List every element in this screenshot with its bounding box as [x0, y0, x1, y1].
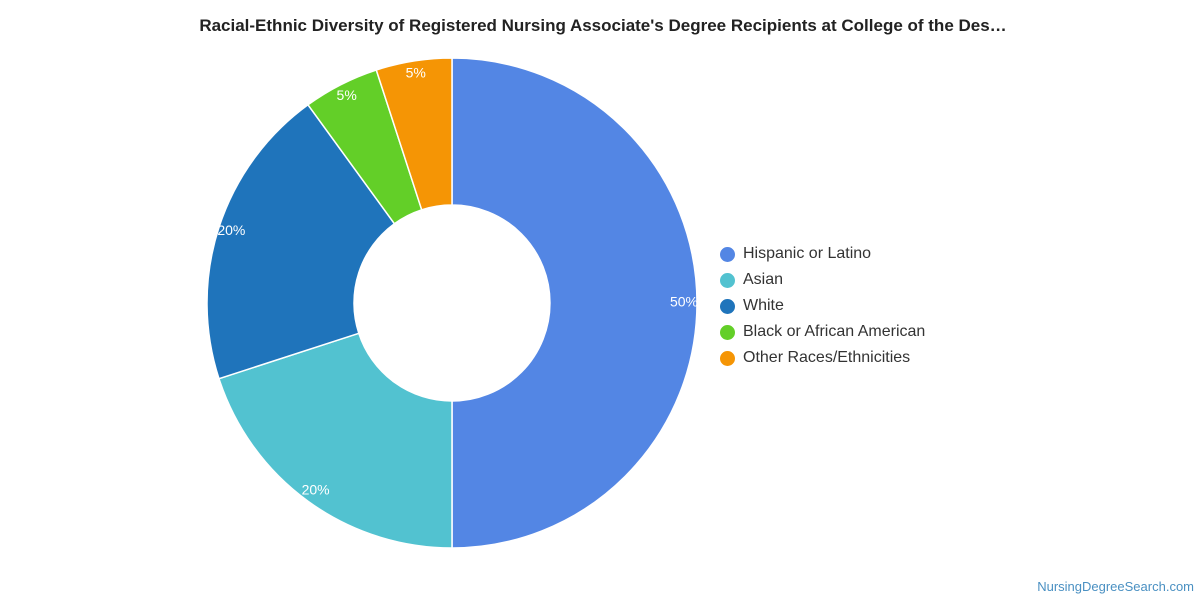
legend-label: Hispanic or Latino — [743, 245, 872, 262]
legend-item-asian[interactable]: Asian — [720, 267, 925, 293]
legend-item-white[interactable]: White — [720, 293, 925, 319]
legend-item-other-races-ethnicities[interactable]: Other Races/Ethnicities — [720, 345, 925, 371]
slice-other-races-ethnicities[interactable] — [375, 57, 453, 211]
legend-swatch-icon — [720, 350, 735, 366]
legend-label: Other Races/Ethnicities — [743, 349, 911, 366]
slice-label-asian: 20% — [302, 481, 330, 497]
watermark-link[interactable]: NursingDegreeSearch.com — [1037, 579, 1194, 594]
legend-label: Black or African American — [743, 323, 926, 340]
chart-title: Racial-Ethnic Diversity of Registered Nu… — [199, 16, 1007, 35]
slice-label-black-or-african-american: 5% — [337, 87, 357, 103]
slice-label-white: 20% — [217, 222, 245, 238]
legend-item-black-or-african-american[interactable]: Black or African American — [720, 319, 925, 345]
legend-swatch-icon — [720, 324, 735, 340]
slice-hispanic-or-latino[interactable] — [451, 57, 698, 549]
legend-label: White — [743, 297, 784, 314]
slice-asian[interactable] — [218, 332, 453, 549]
legend-swatch-icon — [720, 272, 735, 288]
legend: Hispanic or Latino Asian White Black or … — [720, 241, 925, 371]
slice-white[interactable] — [206, 103, 396, 380]
legend-swatch-icon — [720, 298, 735, 314]
slice-label-other-races-ethnicities: 5% — [406, 65, 426, 81]
legend-item-hispanic-or-latino[interactable]: Hispanic or Latino — [720, 241, 925, 267]
slice-label-hispanic-or-latino: 50% — [670, 294, 698, 310]
legend-swatch-icon — [720, 246, 735, 262]
legend-label: Asian — [743, 271, 784, 288]
